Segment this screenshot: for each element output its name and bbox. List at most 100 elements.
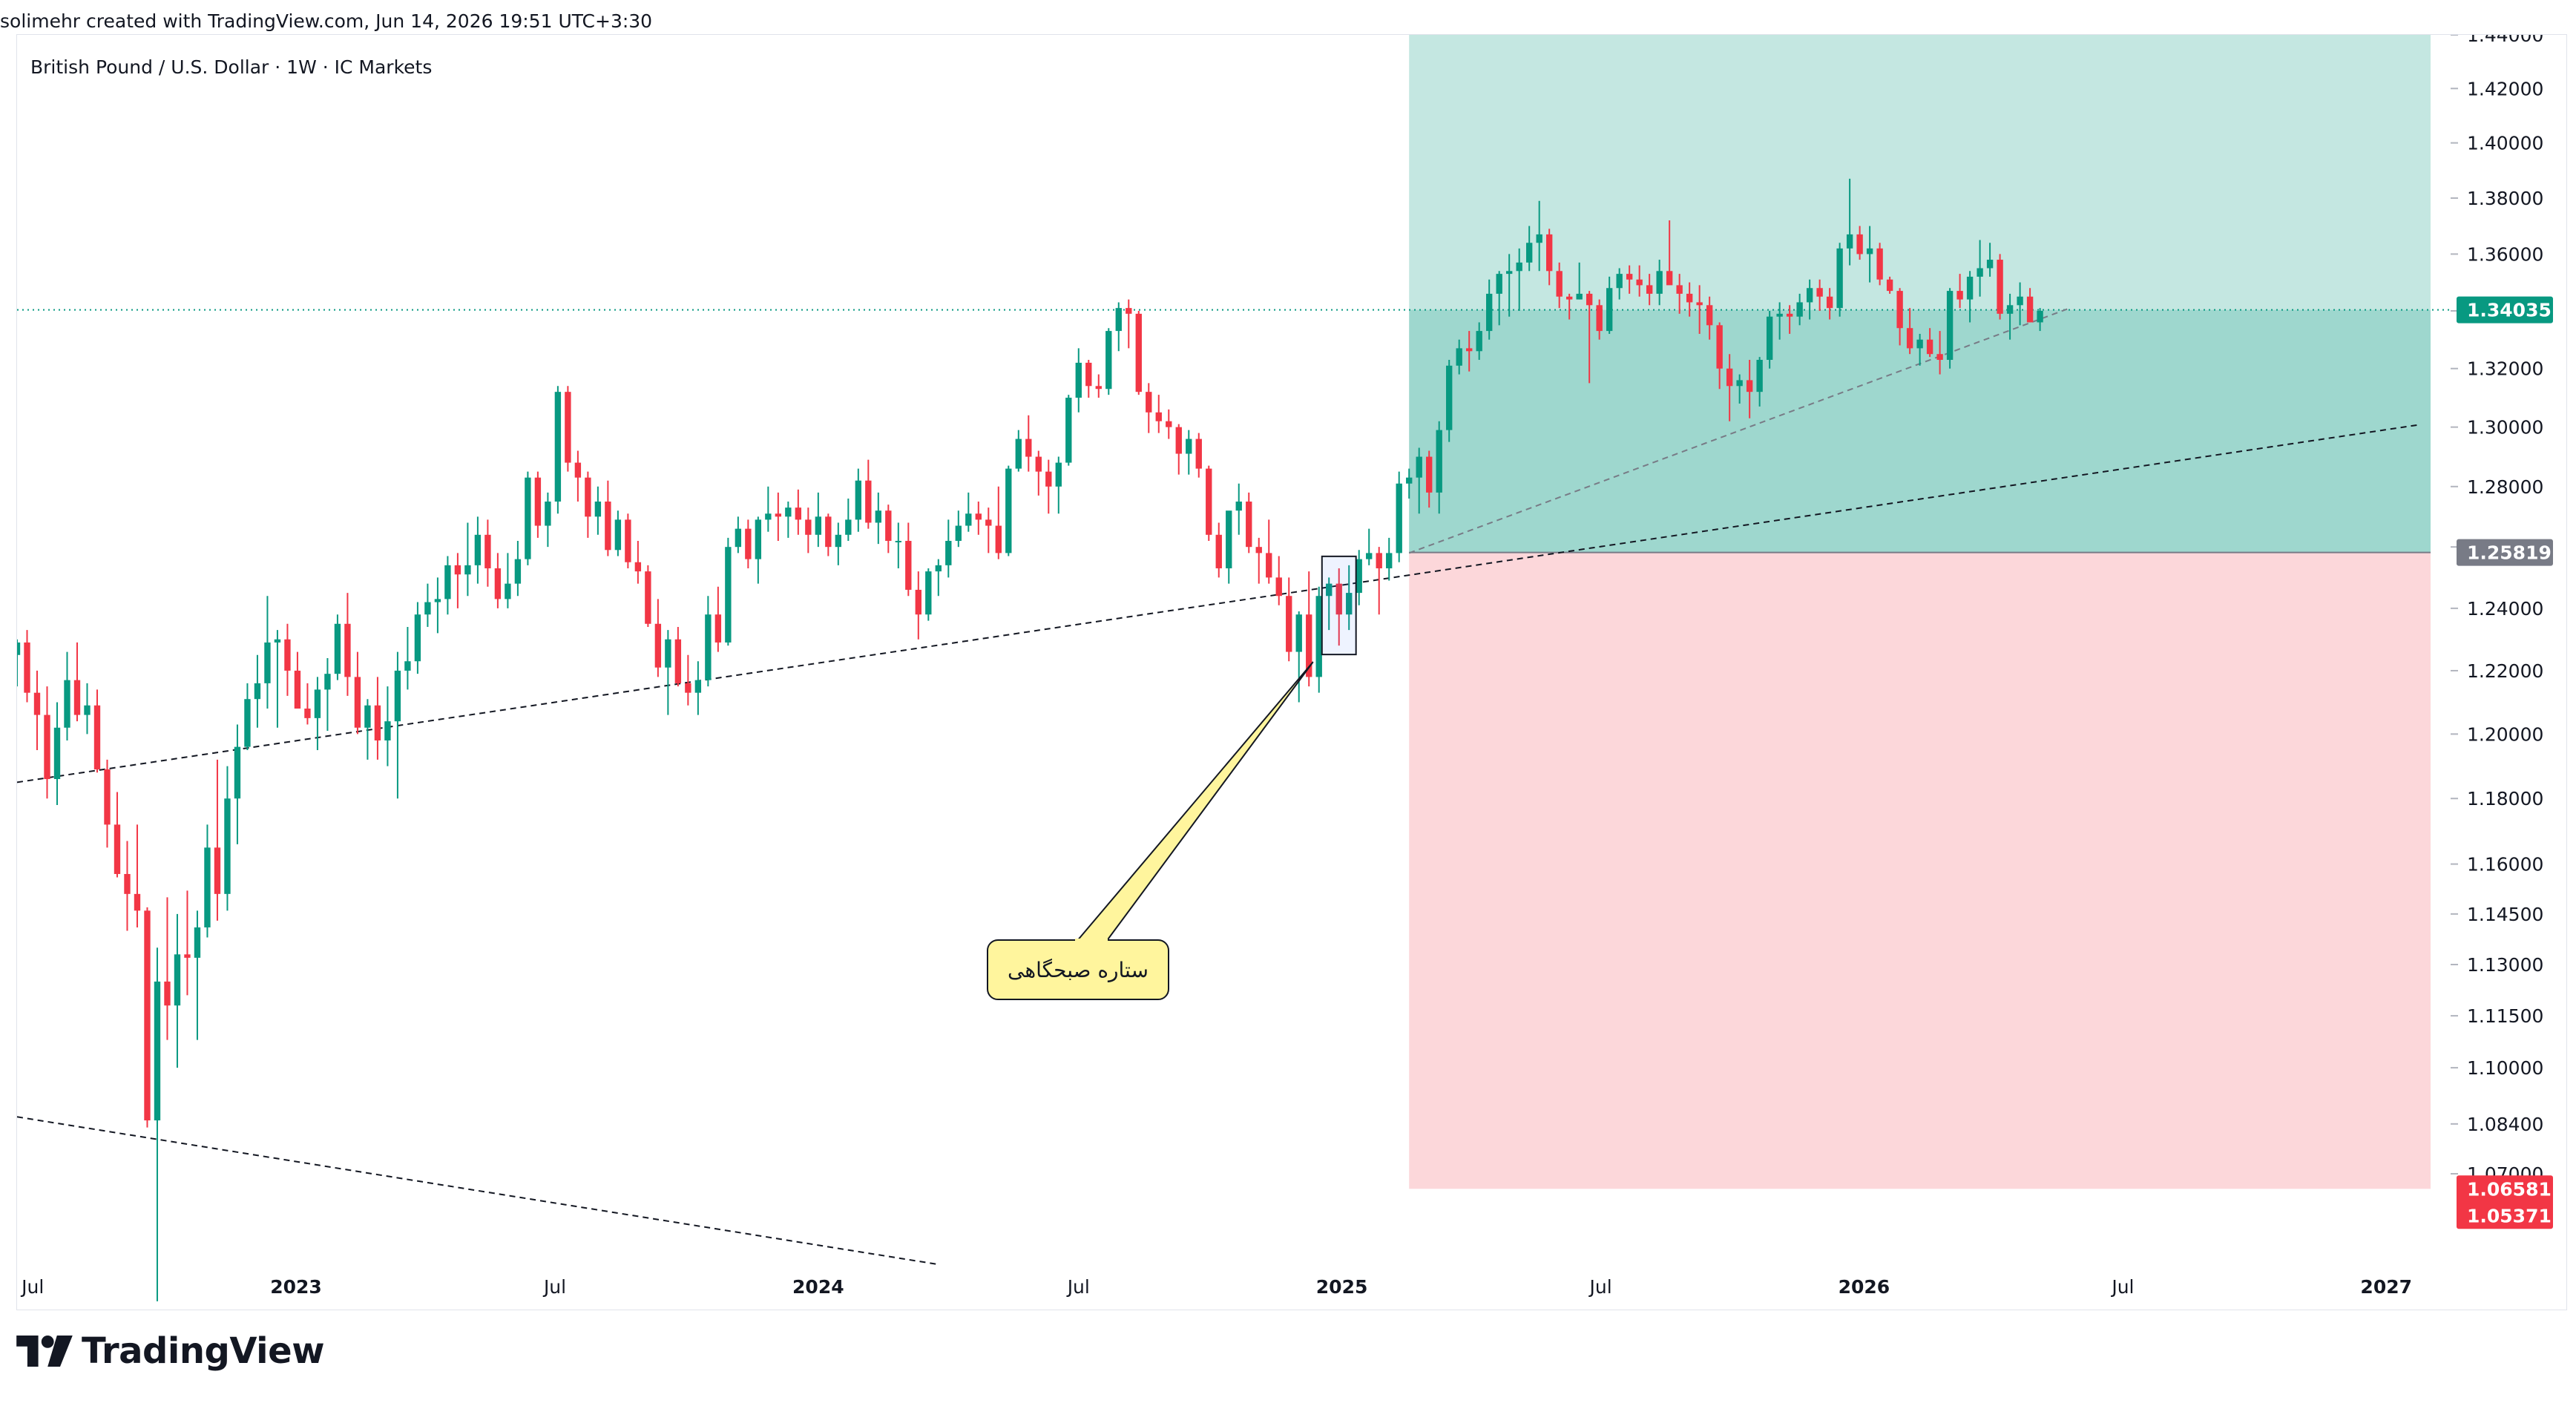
candle[interactable]: [454, 553, 461, 608]
candle[interactable]: [1226, 510, 1232, 584]
candle[interactable]: [815, 492, 822, 548]
candle[interactable]: [1166, 409, 1172, 439]
candle[interactable]: [1366, 528, 1373, 565]
candle[interactable]: [1466, 331, 1473, 372]
candle[interactable]: [915, 571, 921, 640]
candle[interactable]: [444, 556, 451, 615]
tradingview-logo[interactable]: TradingView: [16, 1330, 325, 1372]
candle[interactable]: [654, 599, 662, 677]
candle[interactable]: [1746, 359, 1753, 418]
lower-channel-line[interactable]: [17, 1116, 939, 1266]
candle[interactable]: [1926, 328, 1933, 358]
candle[interactable]: [925, 568, 932, 621]
candle[interactable]: [1546, 229, 1553, 286]
candle[interactable]: [825, 513, 832, 556]
candle[interactable]: [1105, 328, 1112, 395]
candle[interactable]: [1816, 279, 1823, 312]
candle[interactable]: [835, 522, 842, 565]
candle[interactable]: [1426, 450, 1433, 508]
candle[interactable]: [1186, 430, 1192, 475]
candle[interactable]: [554, 386, 562, 514]
candle[interactable]: [1275, 556, 1282, 605]
price-chart[interactable]: ستاره صبحگاهی 1.44000 1.42000 1.40000 1.380…: [17, 35, 2566, 1310]
candle[interactable]: [1786, 305, 1793, 334]
candle[interactable]: [945, 519, 952, 578]
candle[interactable]: [1586, 291, 1593, 384]
candle[interactable]: [1526, 226, 1533, 272]
candle[interactable]: [324, 658, 331, 732]
candle[interactable]: [224, 766, 231, 911]
candle[interactable]: [1266, 519, 1272, 584]
candle[interactable]: [1686, 282, 1693, 317]
candle[interactable]: [1896, 288, 1903, 346]
candle[interactable]: [785, 502, 792, 538]
candle[interactable]: [935, 559, 942, 597]
candle[interactable]: [154, 947, 161, 1301]
candle[interactable]: [84, 683, 91, 735]
candle[interactable]: [1195, 433, 1202, 478]
candle[interactable]: [1175, 424, 1182, 475]
candle[interactable]: [1326, 577, 1333, 631]
candle[interactable]: [2006, 293, 2014, 340]
candle[interactable]: [53, 702, 61, 805]
candle[interactable]: [1906, 308, 1913, 355]
candle[interactable]: [204, 824, 211, 938]
candle[interactable]: [505, 553, 511, 608]
candle[interactable]: [474, 516, 482, 584]
candle[interactable]: [565, 386, 571, 472]
candle[interactable]: [1977, 240, 1983, 297]
candle[interactable]: [585, 471, 591, 538]
candle[interactable]: [1246, 492, 1252, 553]
candle[interactable]: [1286, 577, 1292, 662]
candle[interactable]: [855, 468, 862, 532]
candle[interactable]: [73, 642, 81, 722]
candle[interactable]: [1406, 468, 1413, 499]
candle[interactable]: [975, 502, 982, 535]
candle[interactable]: [614, 510, 622, 556]
candle[interactable]: [1506, 254, 1513, 317]
candle[interactable]: [525, 471, 531, 565]
candle[interactable]: [1956, 274, 1963, 309]
candle[interactable]: [244, 683, 251, 750]
candle[interactable]: [1997, 254, 2003, 320]
candle[interactable]: [795, 489, 802, 535]
candle[interactable]: [1626, 265, 1633, 294]
candle[interactable]: [1005, 465, 1012, 556]
candle[interactable]: [494, 553, 502, 608]
candle[interactable]: [1596, 299, 1603, 340]
candle[interactable]: [214, 759, 221, 921]
candle[interactable]: [1986, 243, 1994, 277]
candle[interactable]: [1666, 220, 1673, 286]
candle[interactable]: [1576, 262, 1583, 300]
candle[interactable]: [424, 583, 431, 627]
candle[interactable]: [464, 522, 471, 597]
candle[interactable]: [1826, 288, 1833, 320]
candle[interactable]: [1416, 447, 1422, 514]
candle[interactable]: [374, 677, 381, 760]
candle[interactable]: [1776, 302, 1783, 340]
candle[interactable]: [545, 492, 551, 548]
candle[interactable]: [304, 683, 311, 725]
candle[interactable]: [574, 450, 582, 502]
candle[interactable]: [484, 519, 491, 587]
candle[interactable]: [895, 522, 902, 568]
candle[interactable]: [2026, 288, 2034, 323]
candle[interactable]: [875, 492, 882, 545]
candle[interactable]: [1115, 302, 1122, 352]
candle[interactable]: [184, 890, 191, 996]
candle[interactable]: [594, 486, 602, 535]
candle[interactable]: [995, 486, 1002, 559]
candle[interactable]: [1075, 348, 1082, 413]
candle[interactable]: [885, 505, 892, 553]
candle[interactable]: [1616, 268, 1623, 300]
candle[interactable]: [1065, 395, 1072, 466]
candle[interactable]: [685, 654, 691, 706]
candle[interactable]: [1295, 611, 1302, 703]
candle[interactable]: [805, 507, 812, 553]
candle[interactable]: [1346, 565, 1353, 631]
candle[interactable]: [1386, 537, 1393, 581]
candle[interactable]: [354, 651, 361, 735]
candle[interactable]: [294, 651, 301, 709]
candle[interactable]: [1055, 456, 1062, 514]
candle[interactable]: [1796, 293, 1803, 326]
